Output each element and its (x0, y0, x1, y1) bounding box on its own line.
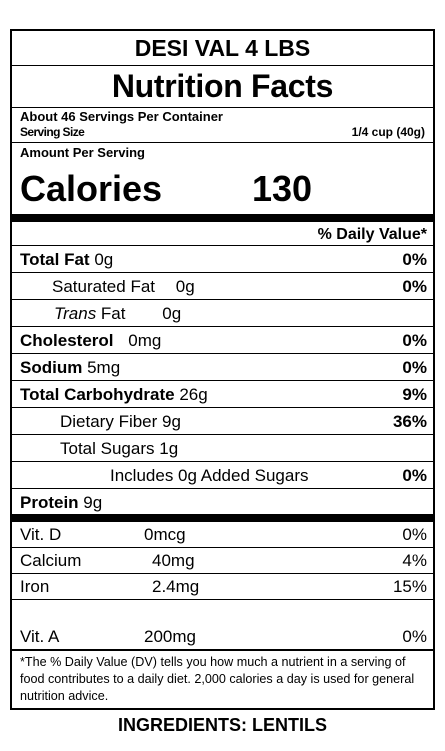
nutrient-label: Fat (96, 304, 126, 323)
product-name: DESI VAL 4 LBS (12, 31, 433, 66)
nutrient-row-sodium: Sodium 5mg 0% (12, 354, 433, 381)
calories-row: Calories 130 (12, 162, 433, 222)
nutrient-row-cholesterol: Cholesterol 0mg 0% (12, 327, 433, 354)
nutrient-dv: 0% (402, 250, 427, 269)
daily-value-header: % Daily Value* (12, 222, 433, 246)
vitamin-row: Vit. A 200mg 0% (12, 600, 433, 651)
nutrient-amount: 1g (159, 439, 179, 458)
nutrient-amount: 9g (83, 493, 103, 512)
nutrient-label: Sodium (20, 358, 83, 377)
nutrient-row-total-carbohydrate: Total Carbohydrate 26g 9% (12, 381, 433, 408)
nutrition-label: DESI VAL 4 LBS Nutrition Facts About 46 … (10, 29, 435, 710)
vitamin-dv: 4% (402, 551, 427, 570)
servings-per-container: About 46 Servings Per Container (20, 109, 223, 124)
vitamin-name: Iron (20, 577, 50, 596)
vitamin-amount: 0mcg (144, 525, 186, 544)
label-title: Nutrition Facts (12, 66, 433, 108)
nutrient-dv: 36% (392, 412, 427, 431)
nutrient-row-trans-fat: Trans Fat 0g (12, 300, 433, 327)
nutrient-label: Total Fat (20, 250, 90, 269)
nutrient-label: Includes 0g Added Sugars (110, 466, 309, 485)
vitamin-row: Vit. D 0mcg 0% (12, 522, 433, 548)
nutrient-dv: 0% (402, 358, 427, 377)
serving-size: Serving Size 1/4 cup (40g) (12, 124, 433, 143)
calories-label: Calories (20, 168, 163, 209)
nutrient-row-saturated-fat: Saturated Fat 0g 0% (12, 273, 433, 300)
calories-value: 130 (252, 168, 313, 209)
nutrient-amount: 5mg (87, 358, 121, 377)
nutrient-label: Total Sugars (60, 439, 155, 458)
nutrient-row-total-fat: Total Fat 0g 0% (12, 246, 433, 273)
vitamin-name: Vit. D (20, 525, 62, 544)
nutrient-row-total-sugars: Total Sugars 1g (12, 435, 433, 462)
nutrient-amount: 9g (162, 412, 181, 431)
amount-per-serving: Amount Per Serving (20, 145, 145, 160)
vitamin-amount: 2.4mg (152, 577, 200, 596)
nutrient-label: Total Carbohydrate (20, 385, 175, 404)
nutrient-label: Dietary Fiber (60, 412, 158, 431)
daily-value-footnote: *The % Daily Value (DV) tells you how mu… (20, 655, 415, 703)
nutrient-dv: 0% (402, 466, 427, 485)
nutrient-row-added-sugars: Includes 0g Added Sugars 0% (12, 462, 433, 489)
vitamin-amount: 40mg (152, 551, 195, 570)
nutrient-label: Cholesterol (20, 331, 114, 350)
vitamin-row: Iron 2.4mg 15% (12, 574, 433, 600)
vitamin-dv: 15% (392, 577, 427, 596)
nutrient-label: Saturated Fat (52, 277, 156, 296)
serving-size-label: Serving Size (20, 125, 85, 139)
nutrient-amount: 0g (94, 250, 114, 269)
vitamin-name: Calcium (20, 551, 82, 570)
vitamin-dv: 0% (402, 627, 427, 646)
vitamin-row: Calcium 40mg 4% (12, 548, 433, 574)
nutrient-dv: 0% (402, 277, 427, 296)
nutrient-label-italic: Trans (54, 304, 97, 323)
nutrient-amount: 0g (175, 277, 195, 296)
nutrient-dv: 0% (402, 331, 427, 350)
vitamin-name: Vit. A (20, 627, 60, 646)
serving-size-value: 1/4 cup (40g) (351, 125, 425, 139)
vitamin-amount: 200mg (144, 627, 196, 646)
nutrient-row-dietary-fiber: Dietary Fiber 9g 36% (12, 408, 433, 435)
nutrient-amount: 0mg (128, 331, 162, 350)
nutrient-amount: 26g (179, 385, 208, 404)
ingredients-line: INGREDIENTS: LENTILS (117, 715, 327, 735)
nutrient-row-protein: Protein 9g (12, 489, 433, 522)
nutrient-label: Protein (20, 493, 79, 512)
nutrient-amount: 0g (162, 304, 182, 323)
nutrient-dv: 9% (402, 385, 427, 404)
vitamin-dv: 0% (402, 525, 427, 544)
